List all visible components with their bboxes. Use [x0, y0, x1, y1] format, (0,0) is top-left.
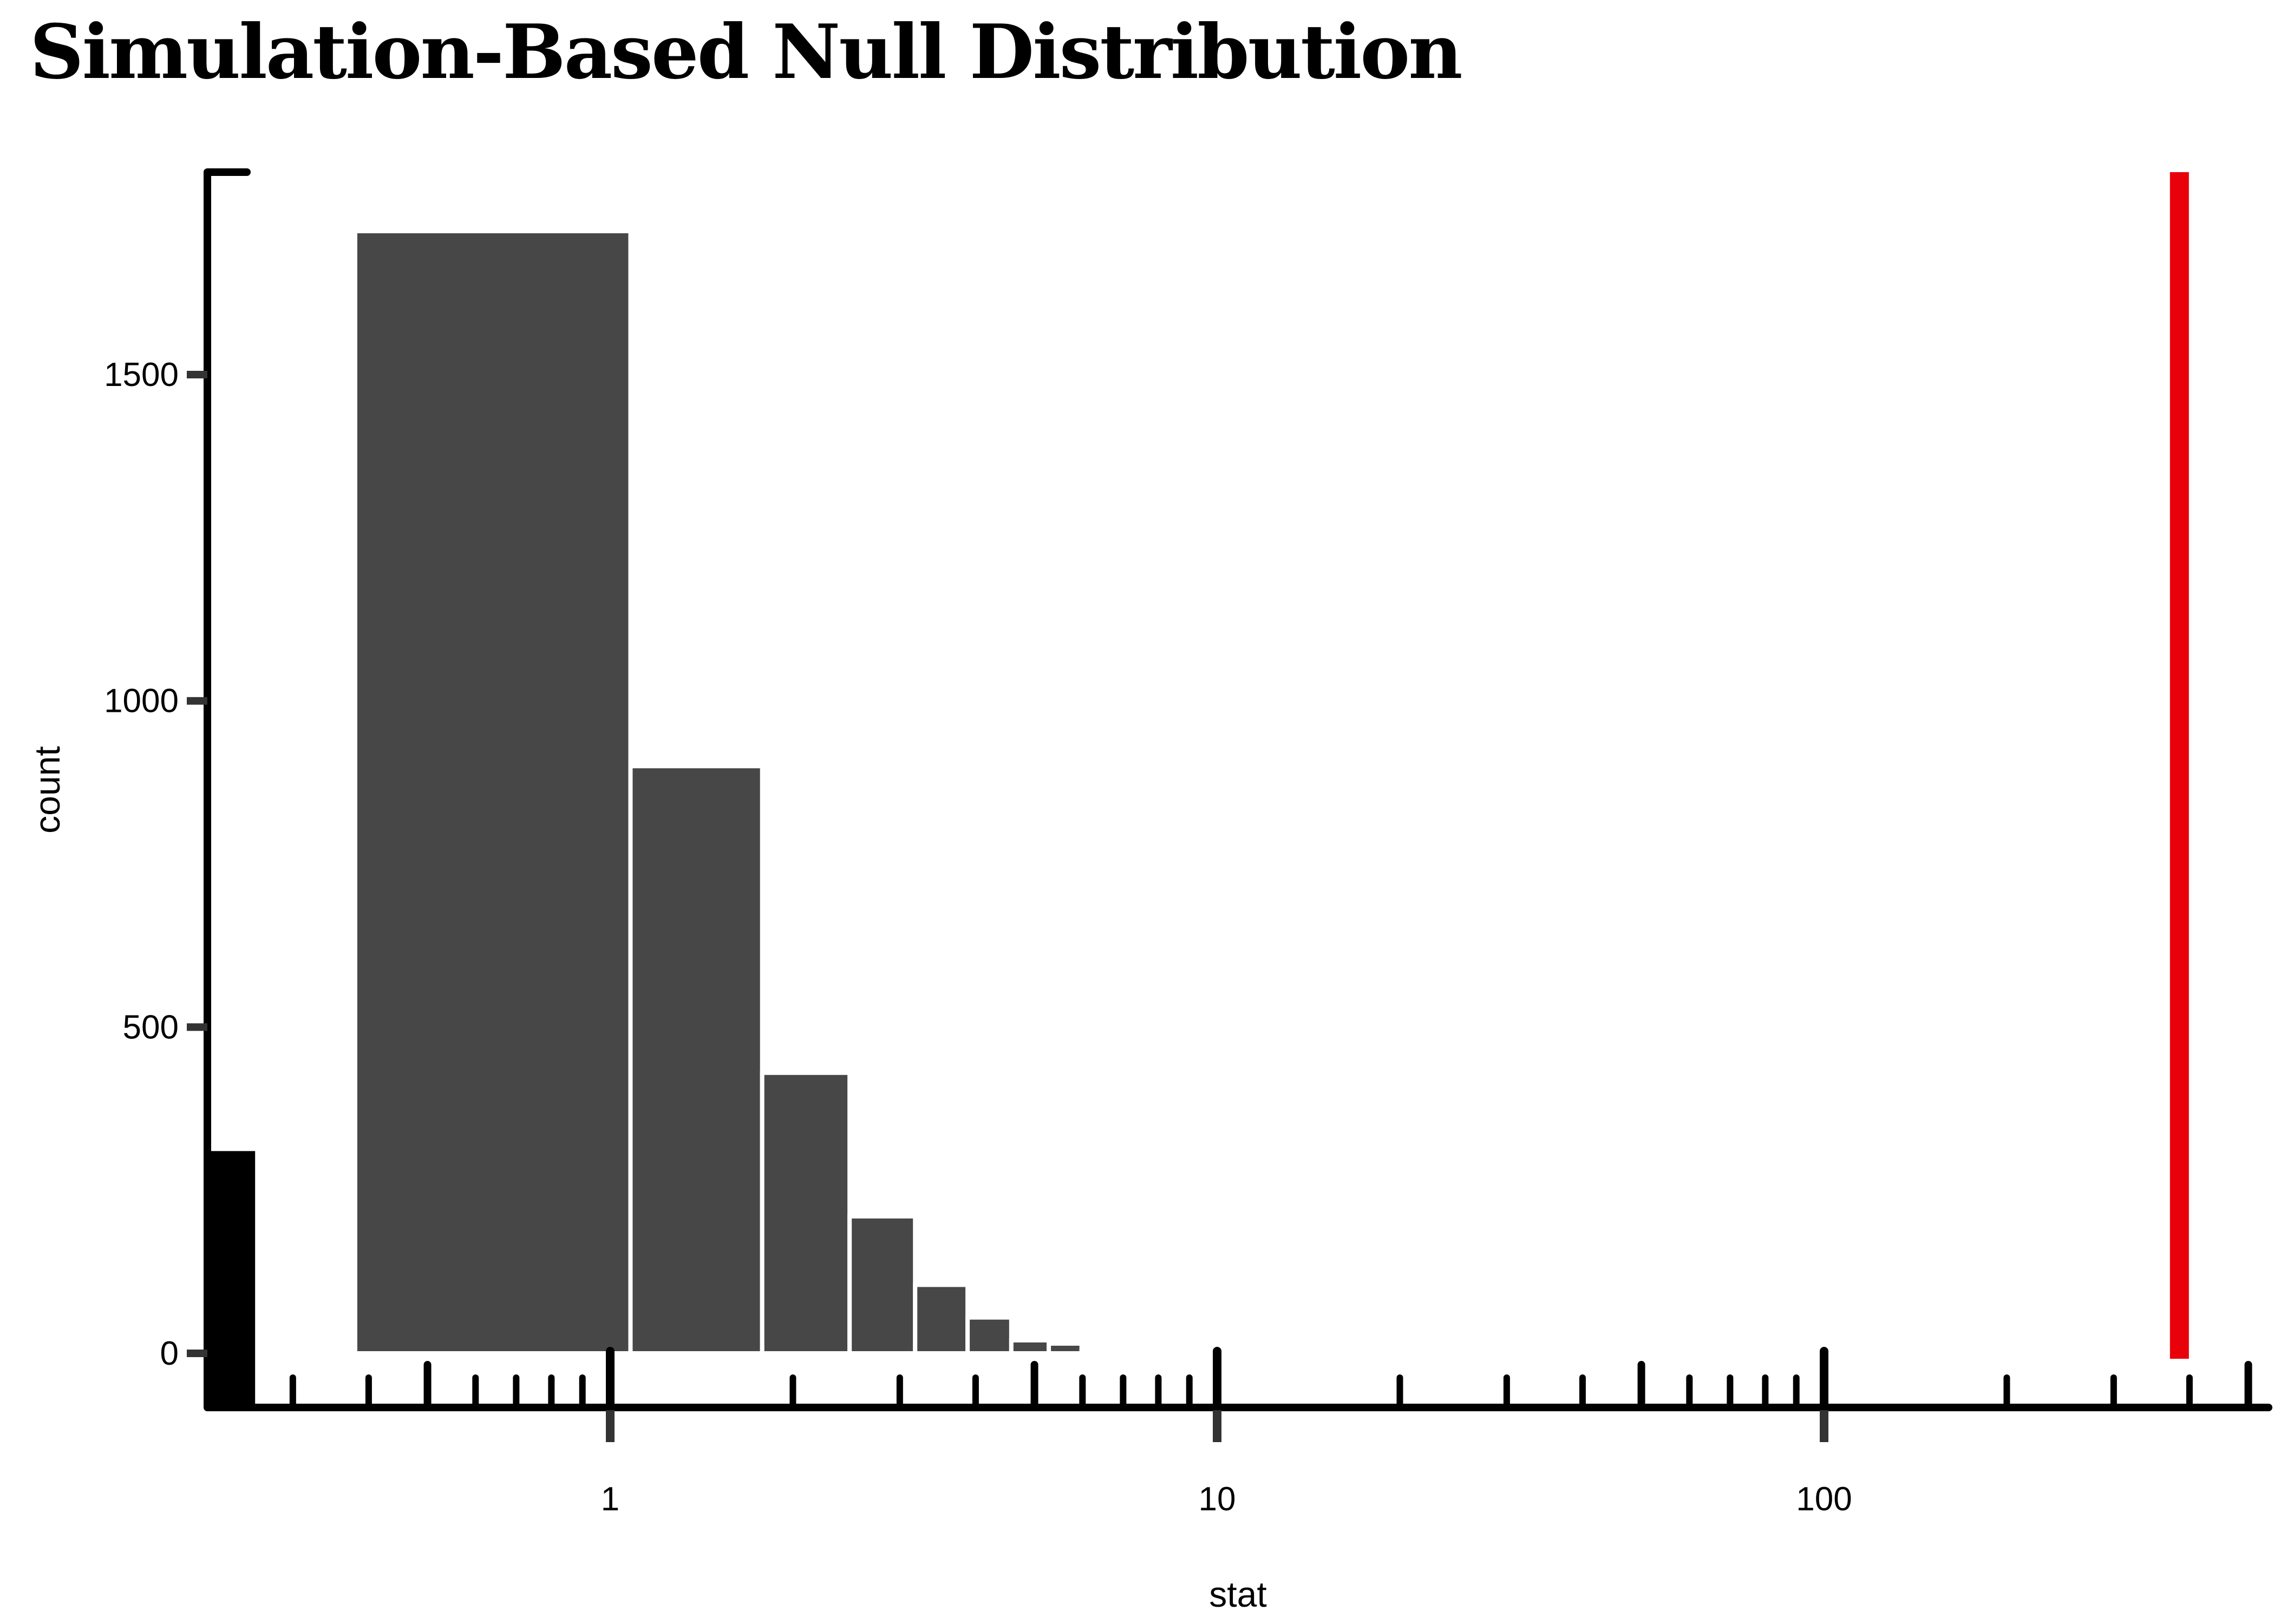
x-axis-title: stat [1209, 1574, 1266, 1614]
x-axis-tick-label: 100 [1796, 1481, 1852, 1518]
y-axis-tick-label: 0 [160, 1335, 179, 1372]
axis-lines [204, 168, 2272, 1411]
y-axis-tick-label: 500 [123, 1009, 179, 1046]
clipped-histogram-bar [204, 1151, 256, 1407]
histogram-bar [965, 1315, 1014, 1355]
observed-stat-line [2170, 172, 2189, 1359]
x-axis-tick-label: 1 [601, 1481, 619, 1518]
histogram-bar [628, 764, 764, 1355]
plot-title: Simulation-Based Null Distribution [30, 8, 1463, 96]
x-axis-tick-label: 10 [1199, 1481, 1236, 1518]
histogram-bar [913, 1282, 970, 1356]
histogram-bar [1009, 1338, 1051, 1356]
y-axis-tick-label: 1000 [104, 683, 179, 720]
histogram-bar [847, 1214, 918, 1355]
y-axis-tick-label: 1500 [104, 356, 179, 394]
y-axis-title: count [27, 746, 67, 833]
histogram-bar [760, 1070, 852, 1355]
histogram-bar [352, 228, 633, 1355]
histogram-bar [1047, 1341, 1084, 1355]
histogram-bar [1079, 1347, 1113, 1355]
